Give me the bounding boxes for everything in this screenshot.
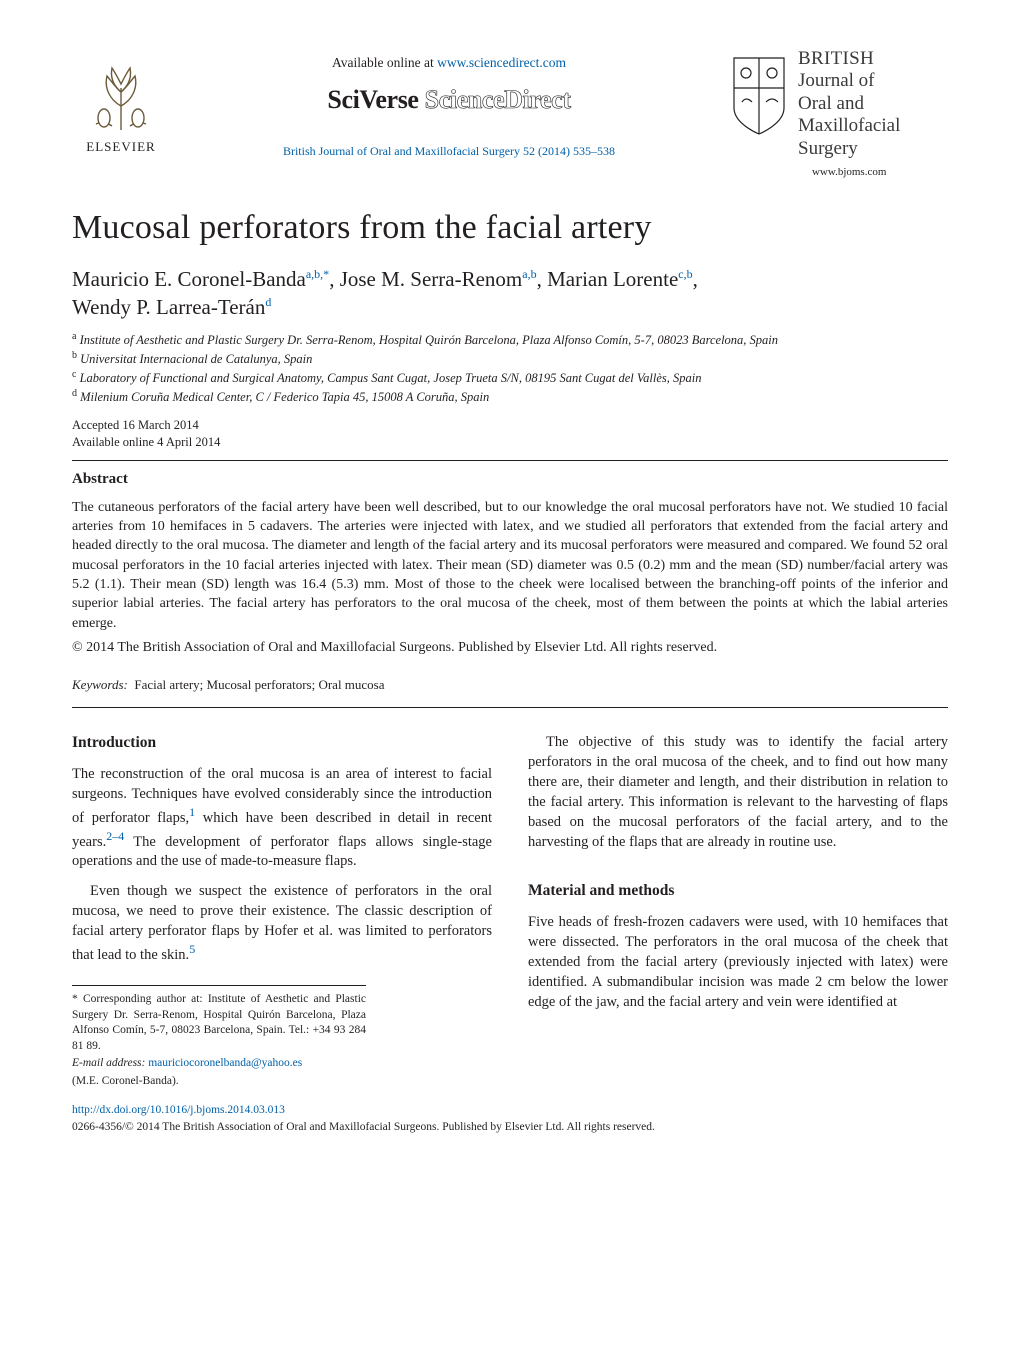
journal-title-box: BRITISH Journal of Oral and Maxillofacia… (798, 48, 900, 179)
author-1: Mauricio E. Coronel-Banda (72, 267, 306, 291)
author-2: Jose M. Serra-Renom (340, 267, 523, 291)
header-center: Available online at www.sciencedirect.co… (180, 48, 718, 160)
author-list: Mauricio E. Coronel-Bandaa,b,*, Jose M. … (72, 265, 948, 322)
divider-bottom (72, 707, 948, 708)
keywords-values: Facial artery; Mucosal perforators; Oral… (134, 677, 384, 692)
affil-a: a Institute of Aesthetic and Plastic Sur… (72, 330, 948, 349)
material-methods-heading: Material and methods (528, 880, 948, 901)
author-1-affil[interactable]: a,b,* (306, 267, 329, 281)
affil-d: d Milenium Coruña Medical Center, C / Fe… (72, 387, 948, 406)
journal-title-line3: Oral and (798, 93, 900, 115)
body-columns: Introduction The reconstruction of the o… (72, 732, 948, 1091)
affil-b-text: Universitat Internacional de Catalunya, … (80, 352, 312, 366)
journal-title-line1: BRITISH (798, 48, 900, 70)
journal-title-line2: Journal of (798, 70, 900, 92)
author-4: Wendy P. Larrea-Terán (72, 295, 265, 319)
page-header: ELSEVIER Available online at www.science… (72, 48, 948, 179)
divider-top (72, 460, 948, 461)
online-date: Available online 4 April 2014 (72, 434, 948, 451)
sciencedirect-link[interactable]: www.sciencedirect.com (437, 55, 566, 70)
journal-title-line5: Surgery (798, 138, 900, 160)
abstract-text: The cutaneous perforators of the facial … (72, 498, 948, 633)
email-line: E-mail address: mauriciocoronelbanda@yah… (72, 1056, 366, 1072)
journal-reference[interactable]: British Journal of Oral and Maxillofacia… (180, 143, 718, 159)
left-column: Introduction The reconstruction of the o… (72, 732, 492, 1091)
keywords-label: Keywords: (72, 677, 128, 692)
intro-p2-a: Even though we suspect the existence of … (72, 883, 492, 963)
issn-copyright: 0266-4356/© 2014 The British Association… (72, 1120, 948, 1136)
citation-5[interactable]: 5 (189, 942, 195, 956)
abstract-copyright: © 2014 The British Association of Oral a… (72, 639, 948, 658)
abstract-heading: Abstract (72, 469, 948, 489)
accepted-date: Accepted 16 March 2014 (72, 417, 948, 434)
keywords-line: Keywords: Facial artery; Mucosal perfora… (72, 676, 948, 694)
affiliation-list: a Institute of Aesthetic and Plastic Sur… (72, 330, 948, 407)
publisher-logo-block: ELSEVIER (72, 48, 170, 156)
affil-c-text: Laboratory of Functional and Surgical An… (80, 371, 702, 385)
author-3-affil[interactable]: c,b (678, 267, 692, 281)
elsevier-label: ELSEVIER (86, 138, 155, 156)
citation-2-4[interactable]: 2–4 (106, 829, 124, 843)
doi-link[interactable]: http://dx.doi.org/10.1016/j.bjoms.2014.0… (72, 1103, 948, 1119)
intro-paragraph-2: Even though we suspect the existence of … (72, 881, 492, 965)
introduction-heading: Introduction (72, 732, 492, 753)
article-dates: Accepted 16 March 2014 Available online … (72, 417, 948, 451)
footnotes-block: * Corresponding author at: Institute of … (72, 985, 366, 1089)
elsevier-tree-icon (82, 48, 160, 136)
corresponding-author-note: * Corresponding author at: Institute of … (72, 992, 366, 1054)
journal-crest-icon (728, 48, 790, 138)
author-2-affil[interactable]: a,b (522, 267, 536, 281)
intro-p1-c: The development of perforator flaps allo… (72, 833, 492, 869)
email-address[interactable]: mauriciocoronelbanda@yahoo.es (148, 1057, 302, 1069)
email-tail: (M.E. Coronel-Banda). (72, 1074, 366, 1090)
intro-paragraph-1: The reconstruction of the oral mucosa is… (72, 764, 492, 872)
journal-title-line4: Maxillofacial (798, 115, 900, 137)
affil-c: c Laboratory of Functional and Surgical … (72, 368, 948, 387)
available-online-prefix: Available online at (332, 55, 437, 70)
affil-d-text: Milenium Coruña Medical Center, C / Fede… (80, 391, 489, 405)
author-3: Marian Lorente (547, 267, 678, 291)
article-title: Mucosal perforators from the facial arte… (72, 205, 948, 251)
sciverse-logo: SciVerse ScienceDirect (180, 82, 718, 117)
available-online-line: Available online at www.sciencedirect.co… (180, 54, 718, 72)
journal-site[interactable]: www.bjoms.com (798, 166, 900, 179)
affil-b: b Universitat Internacional de Catalunya… (72, 349, 948, 368)
sciverse-right: ScienceDirect (425, 85, 571, 114)
sciverse-left: SciVerse (327, 85, 424, 114)
right-column: The objective of this study was to ident… (528, 732, 948, 1091)
author-4-affil[interactable]: d (265, 295, 271, 309)
email-label: E-mail address: (72, 1057, 148, 1069)
affil-a-text: Institute of Aesthetic and Plastic Surge… (80, 333, 778, 347)
objective-paragraph: The objective of this study was to ident… (528, 732, 948, 852)
journal-logo-block: BRITISH Journal of Oral and Maxillofacia… (728, 48, 948, 179)
material-methods-p1: Five heads of fresh-frozen cadavers were… (528, 912, 948, 1012)
